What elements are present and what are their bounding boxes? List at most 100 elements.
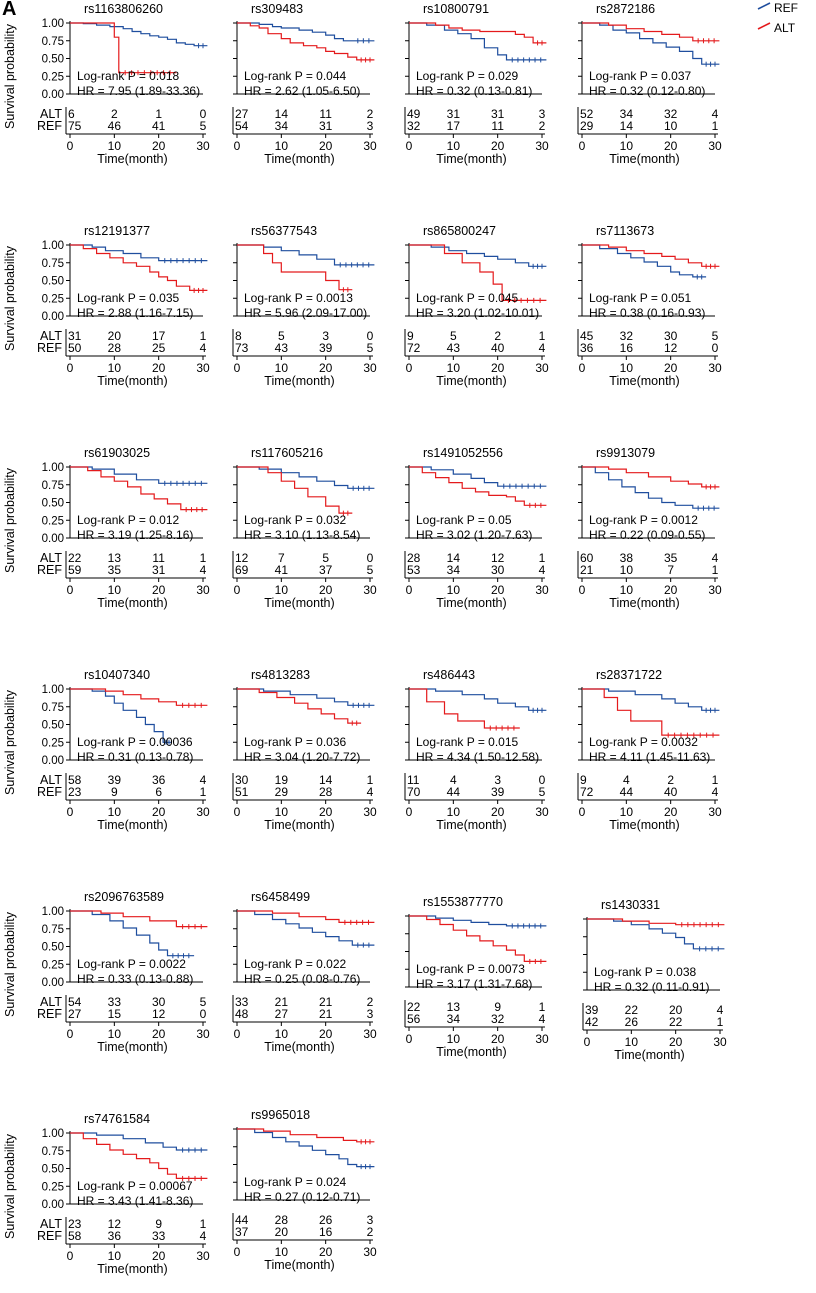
x-tick-label: 10 xyxy=(275,1027,289,1041)
x-tick-label: 30 xyxy=(363,139,377,153)
x-tick-label: 0 xyxy=(579,583,586,597)
x-axis-title: Time(month) xyxy=(97,1262,167,1276)
hazard-ratio: HR = 0.32 (0.11-0.91) xyxy=(594,980,710,994)
risk-ref-count: 72 xyxy=(580,785,594,799)
x-tick-label: 10 xyxy=(625,1035,639,1049)
risk-alt-count: 39 xyxy=(585,1003,599,1017)
y-tick-label: 1.00 xyxy=(42,18,64,30)
risk-alt-count: 3 xyxy=(539,107,546,121)
logrank-p: Log-rank P = 0.032 xyxy=(244,513,347,527)
panel-title: rs56377543 xyxy=(251,224,317,238)
x-axis-title: Time(month) xyxy=(97,374,167,388)
hazard-ratio: HR = 0.25 (0.08-0.76) xyxy=(244,972,360,986)
risk-alt-count: 35 xyxy=(664,551,678,565)
risk-label-ref: REF xyxy=(37,1229,62,1243)
risk-ref-count: 28 xyxy=(108,341,122,355)
x-axis-title: Time(month) xyxy=(264,1040,334,1054)
km-panel: rs10407340 1.00 0.75 0.50 0.25 0.00 Log-rank P… xyxy=(3,668,210,832)
x-tick-label: 10 xyxy=(620,805,634,819)
risk-ref-count: 5 xyxy=(367,563,374,577)
hazard-ratio: HR = 2.62 (1.05-6.50) xyxy=(244,84,360,98)
risk-alt-count: 0 xyxy=(367,329,374,343)
y-axis-title: Survival probability xyxy=(3,689,17,795)
risk-ref-count: 14 xyxy=(620,119,634,133)
x-axis-title: Time(month) xyxy=(264,152,334,166)
x-tick-label: 20 xyxy=(669,1035,683,1049)
y-axis-title: Survival probability xyxy=(3,1133,17,1239)
y-axis-title: Survival probability xyxy=(3,245,17,351)
y-tick-label: 0.00 xyxy=(42,533,64,545)
panel-title: rs1430331 xyxy=(601,898,660,912)
x-axis-title: Time(month) xyxy=(97,596,167,610)
panel-title: rs1163806260 xyxy=(84,2,163,16)
km-curve-alt xyxy=(409,688,520,729)
risk-ref-count: 6 xyxy=(155,785,162,799)
risk-ref-count: 22 xyxy=(669,1015,683,1029)
x-tick-label: 10 xyxy=(620,361,634,375)
km-curve-alt xyxy=(237,1128,375,1143)
x-tick-label: 20 xyxy=(319,361,333,375)
logrank-p: Log-rank P = 0.038 xyxy=(594,965,697,979)
km-curve-ref xyxy=(409,466,547,487)
km-curve-alt xyxy=(237,244,353,291)
risk-alt-count: 30 xyxy=(235,773,249,787)
risk-alt-count: 31 xyxy=(447,107,461,121)
x-tick-label: 20 xyxy=(152,139,166,153)
x-tick-label: 30 xyxy=(708,805,722,819)
risk-alt-count: 20 xyxy=(108,329,122,343)
km-curve-ref xyxy=(237,22,375,42)
risk-ref-count: 28 xyxy=(319,785,333,799)
y-tick-label: 0.75 xyxy=(42,1146,64,1158)
x-axis-title: Time(month) xyxy=(264,596,334,610)
risk-ref-count: 40 xyxy=(664,785,678,799)
km-curve-alt xyxy=(237,910,375,923)
risk-ref-count: 29 xyxy=(275,785,289,799)
risk-ref-count: 27 xyxy=(68,1007,82,1021)
risk-ref-count: 10 xyxy=(664,119,678,133)
panel-title: rs12191377 xyxy=(84,224,150,238)
risk-ref-count: 72 xyxy=(407,341,421,355)
risk-alt-count: 1 xyxy=(200,1217,207,1231)
logrank-p: Log-rank P = 0.012 xyxy=(77,513,180,527)
x-tick-label: 10 xyxy=(108,1249,122,1263)
panel-title: rs1491052556 xyxy=(423,446,503,460)
km-curve-ref xyxy=(237,1128,375,1168)
hazard-ratio: HR = 3.04 (1.20-7.72) xyxy=(244,750,360,764)
risk-ref-count: 7 xyxy=(667,563,674,577)
y-tick-label: 0.00 xyxy=(42,977,64,989)
x-tick-label: 30 xyxy=(196,1027,210,1041)
risk-alt-count: 32 xyxy=(620,329,634,343)
risk-alt-count: 30 xyxy=(664,329,678,343)
risk-label-ref: REF xyxy=(37,563,62,577)
x-axis-title: Time(month) xyxy=(609,818,679,832)
x-tick-label: 30 xyxy=(196,361,210,375)
logrank-p: Log-rank P = 0.022 xyxy=(244,957,347,971)
x-tick-label: 0 xyxy=(406,583,413,597)
logrank-p: Log-rank P = 0.037 xyxy=(589,69,692,83)
km-curve-alt xyxy=(582,466,720,488)
x-tick-label: 30 xyxy=(535,361,549,375)
hazard-ratio: HR = 3.19 (1.25-8.16) xyxy=(77,528,193,542)
risk-ref-count: 58 xyxy=(68,1229,82,1243)
risk-alt-count: 27 xyxy=(235,107,249,121)
risk-alt-count: 1 xyxy=(200,329,207,343)
risk-alt-count: 38 xyxy=(620,551,634,565)
risk-alt-count: 0 xyxy=(200,107,207,121)
risk-ref-count: 4 xyxy=(200,341,207,355)
logrank-p: Log-rank P = 0.0012 xyxy=(589,513,698,527)
km-curve-ref xyxy=(582,244,707,278)
km-curve-ref xyxy=(237,244,375,266)
hazard-ratio: HR = 3.43 (1.41-8.36) xyxy=(77,1194,193,1208)
risk-alt-count: 33 xyxy=(235,995,249,1009)
logrank-p: Log-rank P = 0.029 xyxy=(416,69,519,83)
panel-title: rs309483 xyxy=(251,2,303,16)
km-panel: rs1163806260 1.00 0.75 0.50 0.25 0.00 Log-rank… xyxy=(3,2,210,166)
legend-ref-label: REF xyxy=(774,1,798,15)
x-tick-label: 20 xyxy=(152,361,166,375)
x-tick-label: 20 xyxy=(152,1249,166,1263)
x-tick-label: 20 xyxy=(664,583,678,597)
km-curve-ref xyxy=(70,466,208,484)
risk-ref-count: 21 xyxy=(319,1007,333,1021)
